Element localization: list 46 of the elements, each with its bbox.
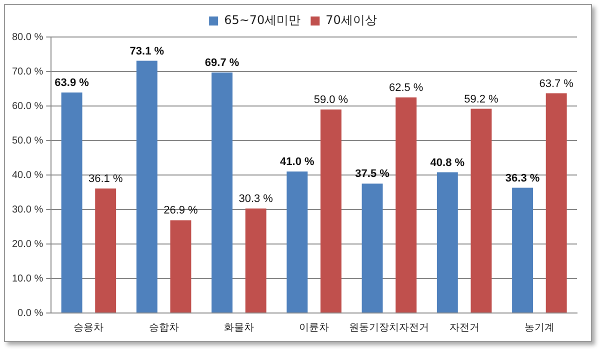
y-tick-label: 80.0 %: [12, 32, 44, 43]
y-tick-label: 60.0 %: [12, 100, 44, 112]
data-label: 36.3 %: [505, 172, 540, 184]
data-label: 63.7 %: [539, 78, 574, 90]
y-tick-label: 0.0 %: [18, 308, 44, 319]
bar: [95, 188, 116, 312]
bar: [320, 109, 342, 312]
y-tick-label: 70.0 %: [12, 66, 44, 78]
data-label: 41.0 %: [280, 156, 315, 168]
bar: [396, 97, 417, 312]
bar: [286, 172, 308, 312]
data-label: 69.7 %: [204, 57, 240, 70]
bar: [61, 92, 82, 312]
bar: [470, 108, 492, 312]
x-tick-label: 승합차: [148, 322, 179, 334]
bar: [136, 60, 158, 312]
data-label: 40.8 %: [430, 156, 465, 169]
data-label: 73.1 %: [130, 45, 164, 58]
data-label: 37.5 %: [355, 168, 390, 180]
x-tick-label: 화물차: [224, 322, 254, 334]
y-tick-label: 20.0 %: [12, 238, 44, 250]
bar: [212, 72, 233, 312]
x-tick-label: 승용차: [74, 322, 104, 334]
x-tick-label: 원동기장치자전거: [349, 322, 430, 334]
y-tick-label: 40.0 %: [12, 170, 44, 181]
data-label: 62.5 %: [388, 82, 424, 94]
data-label: 36.1 %: [88, 172, 123, 185]
bar: [245, 208, 266, 312]
bar: [362, 184, 383, 312]
bar: [546, 93, 567, 312]
data-label: 59.2 %: [464, 93, 499, 106]
data-label: 63.9 %: [54, 77, 90, 90]
legend-label: 70세이상: [326, 13, 377, 28]
bar: [512, 188, 534, 312]
y-tick-label: 50.0 %: [12, 135, 44, 146]
x-tick-label: 이륜차: [299, 322, 330, 334]
y-tick-label: 30.0 %: [12, 204, 44, 216]
x-tick-label: 농기계: [524, 322, 554, 334]
x-tick-label: 자전거: [449, 322, 480, 334]
data-label: 30.3 %: [238, 192, 274, 205]
data-label: 26.9 %: [164, 204, 198, 217]
y-tick-label: 10.0 %: [12, 273, 44, 284]
data-label: 59.0 %: [314, 94, 348, 106]
bar: [436, 172, 458, 312]
legend-label: 65~70세미만: [224, 13, 301, 28]
bar: [170, 220, 192, 312]
